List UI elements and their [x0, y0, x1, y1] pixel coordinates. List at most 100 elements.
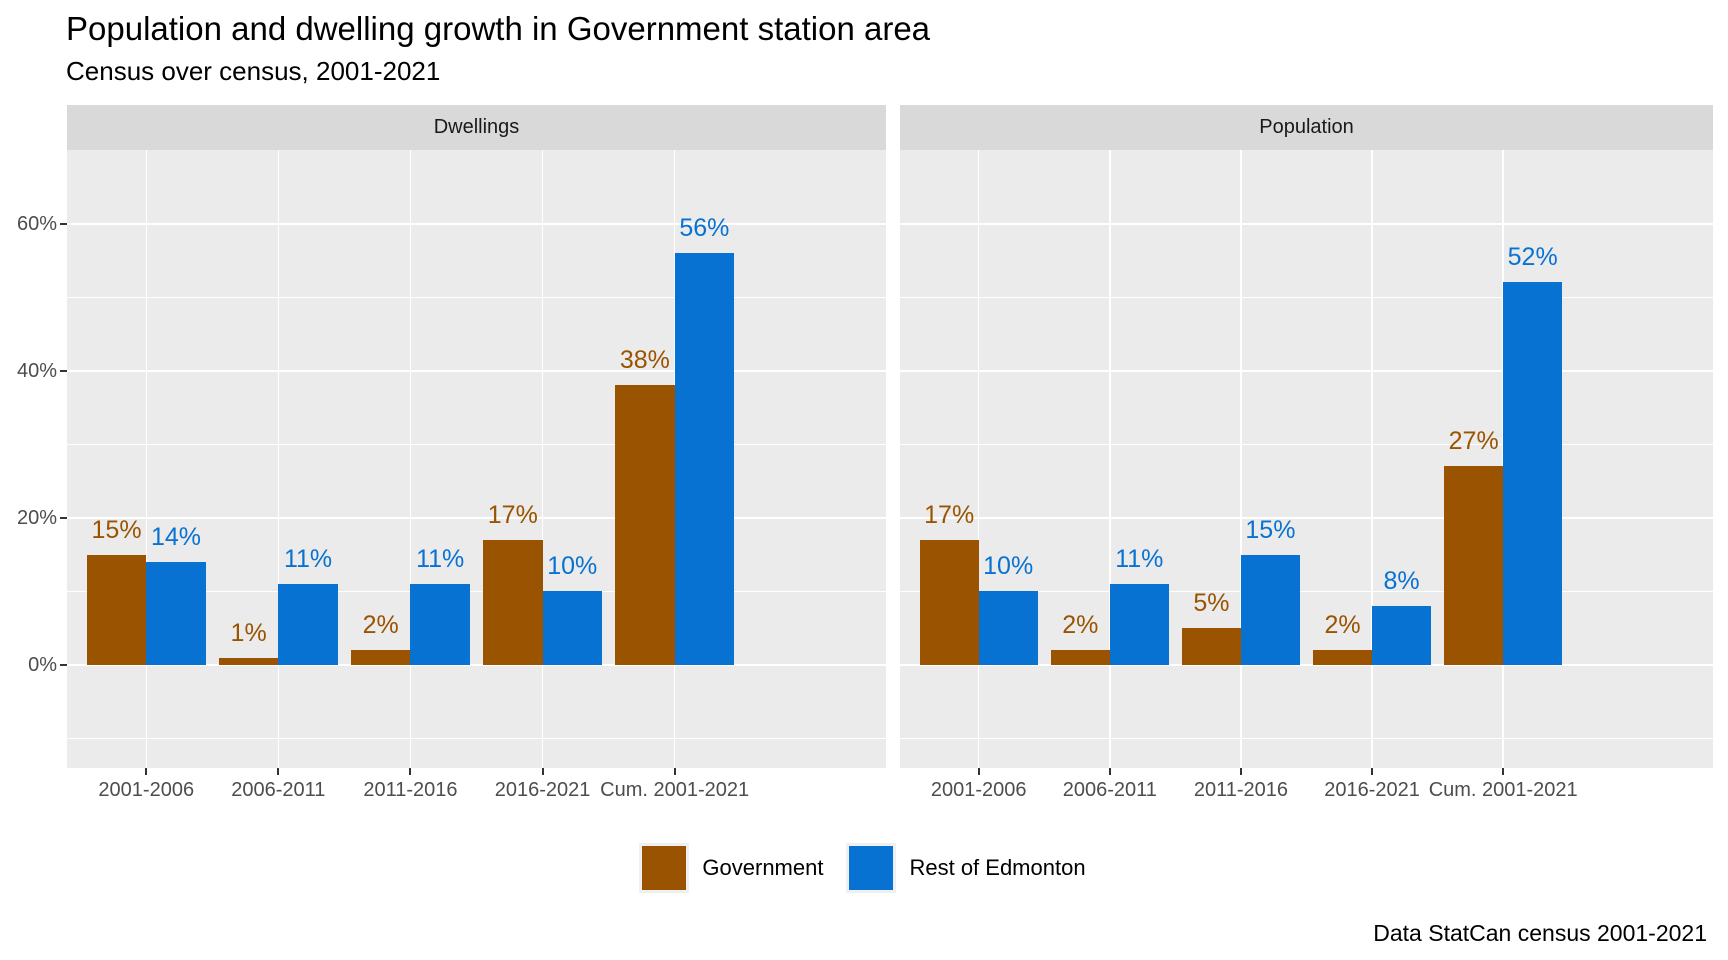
- x-tick: [1108, 768, 1111, 775]
- bar-rest-of-edmonton: [410, 584, 470, 665]
- y-tick: [60, 222, 67, 225]
- legend-swatch-rest-of-edmonton: [846, 843, 897, 893]
- bar-value-label: 52%: [1507, 243, 1558, 272]
- x-tick: [409, 768, 412, 775]
- facet-strip-population: Population: [900, 105, 1713, 150]
- legend-item-rest-of-edmonton: Rest of Edmonton: [846, 843, 1086, 893]
- gridline-major-h: [900, 222, 1713, 225]
- bar-value-label: 27%: [1448, 427, 1499, 456]
- gridline-major-h: [900, 369, 1713, 372]
- chart-subtitle: Census over census, 2001-2021: [66, 56, 441, 86]
- gridline-center-v: [1371, 150, 1373, 768]
- gridline-center-v: [409, 150, 412, 768]
- x-tick-label: Cum. 2001-2021: [600, 779, 750, 801]
- gridline-center-v: [145, 150, 147, 768]
- bar-value-label: 17%: [487, 500, 538, 529]
- gridline-major-h: [67, 516, 886, 519]
- gridline-minor-h: [900, 296, 1713, 298]
- y-tick-label: 60%: [16, 212, 57, 235]
- legend-swatch-government: [639, 843, 690, 893]
- x-tick-label: 2006-2011: [231, 779, 326, 801]
- facet-strip-label: Population: [1259, 116, 1354, 138]
- legend: Government Rest of Edmonton: [0, 843, 1728, 893]
- y-tick-label: 40%: [16, 359, 57, 382]
- bar-value-label: 1%: [230, 618, 267, 647]
- gridline-minor-h: [67, 443, 886, 445]
- chart-title: Population and dwelling growth in Govern…: [66, 10, 931, 47]
- bar-value-label: 15%: [91, 515, 142, 544]
- gridline-minor-h: [900, 443, 1713, 445]
- bar-rest-of-edmonton: [978, 591, 1038, 665]
- bar-rest-of-edmonton: [278, 584, 338, 665]
- gridline-major-h: [900, 664, 1713, 666]
- gridline-center-v: [277, 150, 280, 768]
- gridline-major-h: [900, 516, 1713, 519]
- facet-strip-dwellings: Dwellings: [67, 105, 886, 150]
- bar-value-label: 14%: [150, 523, 201, 551]
- x-tick-label: 2001-2006: [98, 779, 195, 801]
- bar-value-label: 5%: [1193, 589, 1230, 618]
- bar-government: [919, 539, 979, 665]
- x-tick-label: Cum. 2001-2021: [1428, 779, 1578, 801]
- legend-label-rest-of-edmonton: Rest of Edmonton: [909, 855, 1086, 880]
- bar-government: [351, 650, 411, 665]
- bar-government: [86, 554, 147, 665]
- bar-value-label: 2%: [1324, 611, 1361, 640]
- y-tick: [60, 369, 67, 372]
- bar-government: [1181, 628, 1241, 665]
- gridline-major-h: [67, 222, 886, 225]
- gridline-center-v: [977, 150, 980, 768]
- gridline-minor-h: [67, 738, 886, 740]
- x-tick: [673, 768, 676, 775]
- bar-value-label: 11%: [416, 545, 465, 574]
- gridline-center-v: [541, 150, 544, 768]
- legend-item-government: Government: [639, 843, 824, 893]
- legend-label-government: Government: [702, 855, 824, 880]
- y-tick-label: 20%: [16, 506, 57, 529]
- gridline-minor-h: [900, 738, 1713, 740]
- bar-rest-of-edmonton: [146, 562, 206, 665]
- gridline-minor-h: [67, 296, 886, 298]
- x-tick-label: 2011-2016: [363, 779, 458, 801]
- y-tick: [60, 516, 67, 519]
- x-tick: [1239, 768, 1242, 775]
- facet-panel-dwellings: 15% 1% 2% 17% 38% 14% 11% 11% 10% 56%: [67, 150, 886, 768]
- x-tick-label: 2016-2021: [494, 779, 591, 801]
- bar-government: [218, 657, 279, 665]
- bar-rest-of-edmonton: [1372, 606, 1432, 665]
- x-tick-label: 2006-2011: [1062, 779, 1157, 801]
- x-tick: [277, 768, 280, 775]
- x-tick-label: 2011-2016: [1193, 779, 1288, 801]
- x-tick-label: 2016-2021: [1324, 779, 1420, 801]
- bar-value-label: 11%: [283, 545, 333, 574]
- gridline-center-v: [1240, 150, 1242, 768]
- bar-value-label: 2%: [362, 611, 399, 640]
- bar-value-label: 11%: [1115, 545, 1164, 574]
- bar-government: [1050, 650, 1110, 665]
- x-tick: [145, 768, 148, 775]
- bar-rest-of-edmonton: [1240, 554, 1300, 665]
- x-tick: [1502, 768, 1505, 775]
- bar-rest-of-edmonton: [1109, 584, 1169, 665]
- bar-value-label: 10%: [983, 552, 1034, 581]
- facet-panel-population: 17% 2% 5% 2% 27% 10% 11% 15% 8% 52%: [900, 150, 1713, 768]
- y-tick: [60, 664, 67, 666]
- bar-value-label: 15%: [1245, 515, 1296, 544]
- gridline-major-h: [67, 369, 886, 372]
- x-tick: [1371, 768, 1374, 775]
- gridline-center-v: [1109, 150, 1111, 768]
- bar-government: [1444, 466, 1504, 665]
- bar-value-label: 10%: [547, 552, 598, 581]
- gridline-minor-h: [900, 590, 1713, 592]
- gridline-major-h: [67, 664, 886, 666]
- bar-value-label: 17%: [924, 500, 975, 529]
- bar-government: [615, 385, 675, 665]
- x-tick: [541, 768, 544, 775]
- bar-value-label: 8%: [1383, 567, 1420, 596]
- bar-value-label: 38%: [619, 346, 670, 375]
- y-tick-label: 0%: [28, 654, 57, 676]
- bar-government: [483, 539, 543, 665]
- bar-government: [1313, 650, 1373, 665]
- bar-rest-of-edmonton: [542, 591, 602, 665]
